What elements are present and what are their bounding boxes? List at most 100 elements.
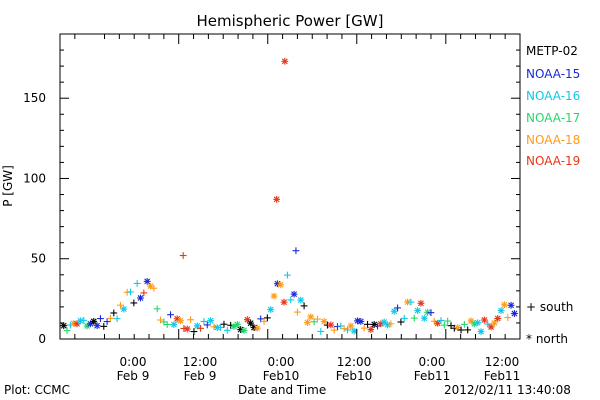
- data-point-north: [501, 301, 508, 309]
- data-point-south: [317, 328, 325, 335]
- data-point-south: [150, 284, 158, 292]
- data-point-north: [357, 318, 365, 325]
- x-tick-label-date: Feb10: [336, 369, 373, 383]
- data-point-north: [93, 322, 101, 330]
- data-point-south: [292, 247, 300, 255]
- data-point-north: [273, 280, 281, 288]
- data-point-south: [287, 296, 295, 304]
- data-point-north: [290, 290, 298, 298]
- data-point-south: [107, 314, 114, 322]
- data-point-south: [300, 302, 308, 310]
- data-point-north: [233, 321, 241, 328]
- data-point-south: [220, 320, 228, 328]
- data-point-south: [97, 315, 104, 322]
- data-point-north: [240, 326, 248, 334]
- data-point-north: [297, 296, 305, 304]
- legend-north-marker: * north: [526, 332, 569, 346]
- legend-noaa-19: NOAA-19: [526, 154, 581, 168]
- x-tick-label-time: 12:00: [485, 355, 520, 369]
- data-point-south: [407, 298, 415, 306]
- data-point-north: [320, 318, 328, 325]
- data-point-south: [410, 314, 418, 322]
- data-point-south: [127, 288, 134, 296]
- data-point-south: [179, 252, 187, 259]
- data-point-south: [103, 318, 111, 325]
- plot-credit: Plot: CCMC: [4, 383, 70, 397]
- data-point-south: [444, 317, 452, 325]
- data-point-north: [370, 321, 378, 328]
- legend-metp-02: METP-02: [526, 44, 578, 58]
- y-tick-label: 0: [38, 332, 46, 346]
- data-point-north: [120, 305, 128, 313]
- data-point-south: [484, 320, 492, 328]
- data-point-north: [367, 326, 375, 333]
- data-point-north: [267, 306, 275, 313]
- data-point-south: [504, 314, 512, 321]
- data-point-south: [360, 324, 368, 332]
- data-point-north: [277, 281, 285, 289]
- data-point-south: [100, 322, 108, 330]
- x-tick-label-time: 0:00: [120, 355, 147, 369]
- data-point-south: [364, 320, 371, 328]
- data-point-north: [280, 298, 288, 306]
- legend-south-marker: + south: [526, 300, 574, 314]
- plot-frame: [59, 33, 521, 340]
- data-point-south: [294, 308, 301, 316]
- data-point-north: [270, 292, 278, 300]
- y-tick-label: 150: [23, 91, 46, 105]
- data-point-south: [314, 315, 321, 323]
- data-point-south: [457, 326, 465, 334]
- data-point-north: [183, 325, 191, 333]
- data-point-south: [387, 320, 395, 328]
- data-points: [60, 57, 518, 336]
- chart-title: Hemispheric Power [GW]: [196, 12, 384, 30]
- data-point-north: [474, 319, 482, 327]
- data-point-south: [427, 309, 435, 317]
- legend-noaa-18: NOAA-18: [526, 133, 581, 147]
- data-point-south: [203, 321, 211, 329]
- data-point-south: [464, 326, 472, 334]
- data-point-north: [137, 294, 144, 302]
- data-point-south: [187, 316, 194, 324]
- data-point-south: [197, 324, 204, 332]
- data-point-north: [247, 319, 255, 327]
- data-point-south: [394, 304, 401, 312]
- data-point-south: [260, 317, 268, 325]
- y-tick-label: 100: [23, 171, 46, 185]
- plot-timestamp: 2012/02/11 13:40:08: [444, 383, 571, 397]
- data-point-south: [397, 318, 405, 326]
- data-point-south: [340, 325, 348, 333]
- x-tick-label-date: Feb 9: [117, 369, 150, 383]
- data-point-south: [110, 309, 118, 317]
- data-point-south: [113, 315, 121, 323]
- legend-noaa-16: NOAA-16: [526, 89, 581, 103]
- x-tick-label-date: Feb11: [414, 369, 451, 383]
- data-point-north: [497, 307, 505, 315]
- data-point-north: [414, 307, 422, 314]
- data-point-north: [347, 322, 355, 330]
- data-point-north: [507, 301, 515, 309]
- data-point-south: [63, 327, 71, 335]
- data-point-south: [460, 320, 468, 328]
- data-point-north: [327, 321, 335, 329]
- data-point-north: [511, 310, 518, 317]
- data-point-south: [284, 271, 291, 279]
- data-point-north: [307, 313, 315, 321]
- data-point-north: [420, 314, 428, 322]
- data-point-south: [190, 328, 198, 335]
- data-point-south: [130, 299, 138, 307]
- data-point-north: [73, 320, 81, 328]
- data-point-north: [90, 317, 98, 325]
- data-point-north: [177, 317, 184, 325]
- data-point-south: [153, 305, 161, 313]
- data-point-south: [80, 316, 88, 324]
- data-point-north: [253, 324, 261, 332]
- x-tick-label-date: Feb11: [484, 369, 521, 383]
- data-point-north: [281, 57, 289, 65]
- legend-noaa-15: NOAA-15: [526, 67, 581, 81]
- y-tick-label: 50: [31, 252, 46, 266]
- data-point-south: [117, 301, 124, 309]
- x-tick-label-time: 12:00: [183, 355, 218, 369]
- x-tick-label-time: 12:00: [337, 355, 372, 369]
